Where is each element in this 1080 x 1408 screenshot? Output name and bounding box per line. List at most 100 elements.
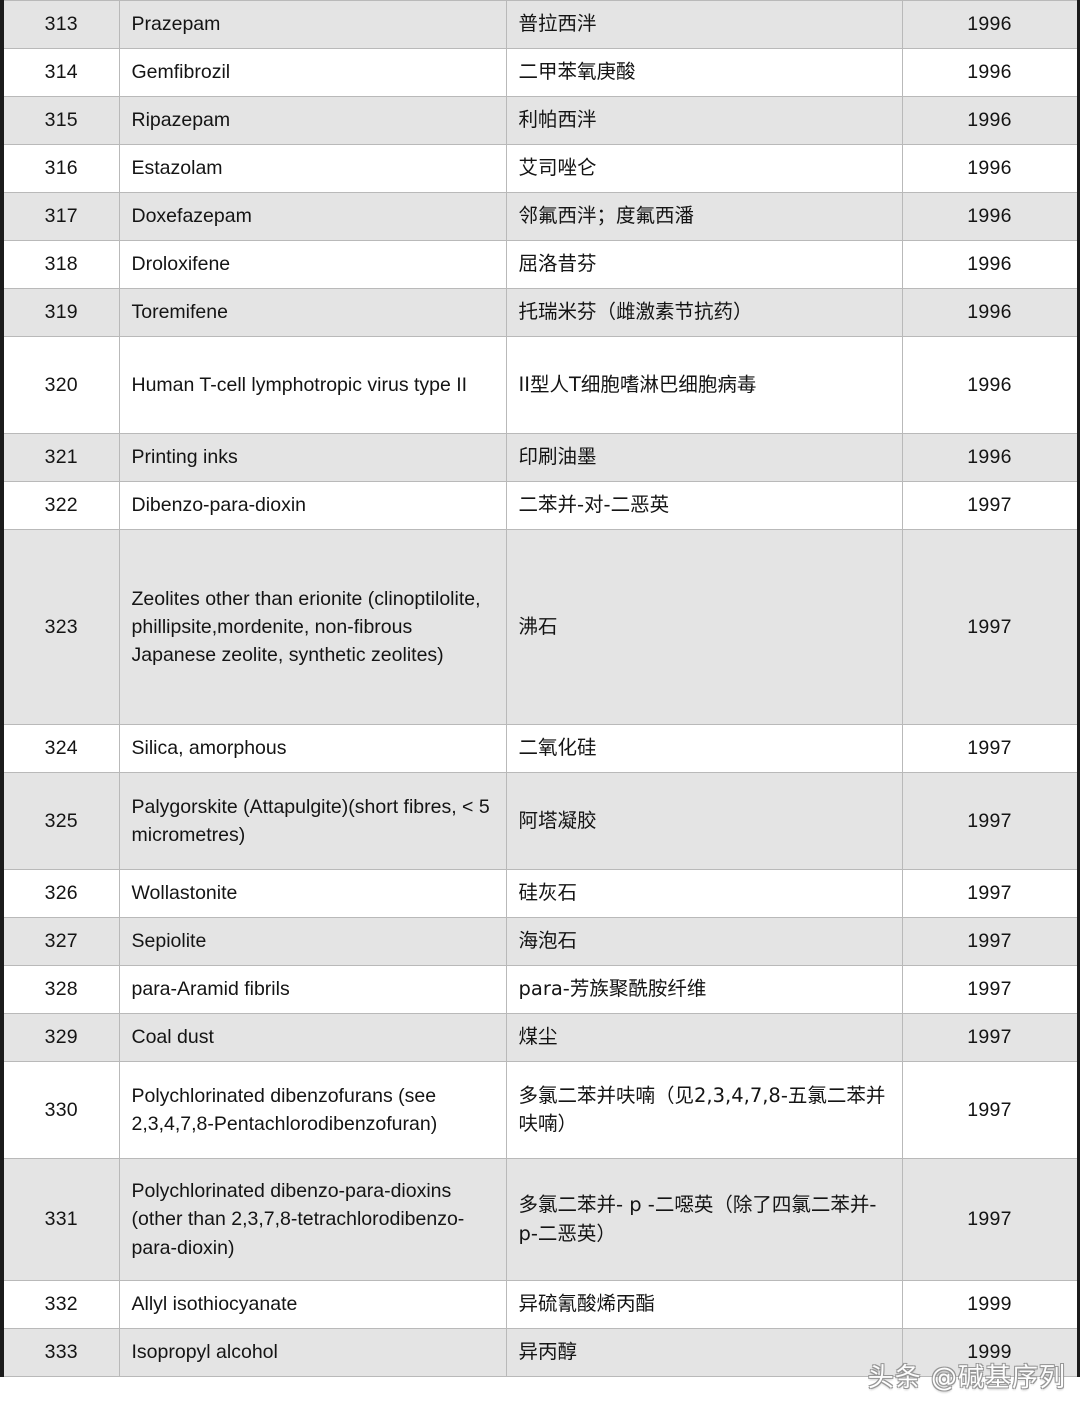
cell-name-en: Estazolam (118, 144, 507, 193)
cell-year: 1997 (901, 965, 1079, 1014)
cell-year: 1997 (901, 917, 1079, 966)
cell-name-zh: 二氧化硅 (505, 724, 903, 773)
table-row: 330 Polychlorinated dibenzofurans (see 2,… (1, 1061, 1079, 1159)
cell-year: 1997 (901, 529, 1079, 725)
cell-name-zh: 利帕西泮 (505, 96, 903, 145)
table-row: 313 Prazepam 普拉西泮 1996 (1, 0, 1079, 49)
cell-number: 333 (1, 1328, 120, 1377)
cell-name-zh: 托瑞米芬（雌激素节抗药） (505, 288, 903, 337)
table-row: 315 Ripazepam 利帕西泮 1996 (1, 96, 1079, 145)
carcinogen-listing-table: 313 Prazepam 普拉西泮 1996 314 Gemfibrozil 二甲苯氧庚酸 1… (0, 0, 1080, 1377)
cell-name-zh: 海泡石 (505, 917, 903, 966)
cell-name-en: Human T-cell lymphotropic virus type II (118, 336, 507, 434)
cell-name-en: Wollastonite (118, 869, 507, 918)
cell-number: 323 (1, 529, 120, 725)
table-row: 314 Gemfibrozil 二甲苯氧庚酸 1996 (1, 48, 1079, 97)
cell-name-zh: 屈洛昔芬 (505, 240, 903, 289)
table-row: 331 Polychlorinated dibenzo-para-dioxins … (1, 1158, 1079, 1281)
cell-year: 1996 (901, 96, 1079, 145)
cell-year: 1997 (901, 1061, 1079, 1159)
cell-number: 329 (1, 1013, 120, 1062)
table-row: 325 Palygorskite (Attapulgite)(short fibr… (1, 772, 1079, 870)
cell-number: 321 (1, 433, 120, 482)
cell-name-zh: para-芳族聚酰胺纤维 (505, 965, 903, 1014)
cell-year: 1996 (901, 240, 1079, 289)
cell-year: 1997 (901, 1013, 1079, 1062)
cell-number: 330 (1, 1061, 120, 1159)
cell-year: 1997 (901, 724, 1079, 773)
table-row: 326 Wollastonite 硅灰石 1997 (1, 869, 1079, 918)
cell-year: 1999 (901, 1328, 1079, 1377)
cell-name-zh: 邻氟西泮；度氟西潘 (505, 192, 903, 241)
cell-number: 315 (1, 96, 120, 145)
table-row: 317 Doxefazepam 邻氟西泮；度氟西潘 1996 (1, 192, 1079, 241)
cell-number: 320 (1, 336, 120, 434)
table-body: 313 Prazepam 普拉西泮 1996 314 Gemfibrozil 二甲苯氧庚酸 1… (1, 0, 1079, 1377)
table-row: 327 Sepiolite 海泡石 1997 (1, 917, 1079, 966)
cell-name-en: Prazepam (118, 0, 507, 49)
cell-year: 1997 (901, 1158, 1079, 1281)
cell-name-zh: 普拉西泮 (505, 0, 903, 49)
cell-name-zh: 异丙醇 (505, 1328, 903, 1377)
cell-number: 322 (1, 481, 120, 530)
cell-year: 1997 (901, 772, 1079, 870)
cell-name-en: Droloxifene (118, 240, 507, 289)
cell-number: 317 (1, 192, 120, 241)
cell-year: 1996 (901, 288, 1079, 337)
table-row: 328 para-Aramid fibrils para-芳族聚酰胺纤维 1997 (1, 965, 1079, 1014)
cell-number: 316 (1, 144, 120, 193)
table-row: 318 Droloxifene 屈洛昔芬 1996 (1, 240, 1079, 289)
cell-name-en: Gemfibrozil (118, 48, 507, 97)
cell-name-en: Sepiolite (118, 917, 507, 966)
cell-name-en: Printing inks (118, 433, 507, 482)
table-row: 333 Isopropyl alcohol 异丙醇 1999 (1, 1328, 1079, 1377)
cell-year: 1999 (901, 1280, 1079, 1329)
cell-number: 331 (1, 1158, 120, 1281)
cell-year: 1997 (901, 481, 1079, 530)
cell-number: 326 (1, 869, 120, 918)
table-row: 332 Allyl isothiocyanate 异硫氰酸烯丙酯 1999 (1, 1280, 1079, 1329)
cell-year: 1996 (901, 144, 1079, 193)
cell-name-zh: II型人T细胞嗜淋巴细胞病毒 (505, 336, 903, 434)
table-row: 329 Coal dust 煤尘 1997 (1, 1013, 1079, 1062)
cell-number: 319 (1, 288, 120, 337)
cell-number: 314 (1, 48, 120, 97)
cell-name-en: Ripazepam (118, 96, 507, 145)
cell-number: 328 (1, 965, 120, 1014)
cell-year: 1997 (901, 869, 1079, 918)
cell-name-en: Toremifene (118, 288, 507, 337)
cell-name-zh: 多氯二苯并呋喃（见2,3,4,7,8-五氯二苯并呋喃） (505, 1061, 903, 1159)
cell-name-en: Doxefazepam (118, 192, 507, 241)
cell-name-zh: 印刷油墨 (505, 433, 903, 482)
table-row: 321 Printing inks 印刷油墨 1996 (1, 433, 1079, 482)
cell-number: 318 (1, 240, 120, 289)
cell-name-en: para-Aramid fibrils (118, 965, 507, 1014)
cell-number: 324 (1, 724, 120, 773)
cell-year: 1996 (901, 433, 1079, 482)
table-row: 316 Estazolam 艾司唑仑 1996 (1, 144, 1079, 193)
cell-year: 1996 (901, 336, 1079, 434)
cell-number: 332 (1, 1280, 120, 1329)
cell-name-zh: 煤尘 (505, 1013, 903, 1062)
cell-name-zh: 多氯二苯并- p -二噁英（除了四氯二苯并-p-二恶英） (505, 1158, 903, 1281)
cell-name-zh: 异硫氰酸烯丙酯 (505, 1280, 903, 1329)
cell-name-en: Allyl isothiocyanate (118, 1280, 507, 1329)
cell-number: 325 (1, 772, 120, 870)
cell-number: 313 (1, 0, 120, 49)
cell-name-zh: 艾司唑仑 (505, 144, 903, 193)
cell-name-en: Dibenzo-para-dioxin (118, 481, 507, 530)
cell-name-zh: 沸石 (505, 529, 903, 725)
cell-name-zh: 二甲苯氧庚酸 (505, 48, 903, 97)
table-row: 323 Zeolites other than erionite (clinopt… (1, 529, 1079, 725)
cell-name-en: Coal dust (118, 1013, 507, 1062)
table-row: 320 Human T-cell lymphotropic virus type … (1, 336, 1079, 434)
cell-name-en: Zeolites other than erionite (clinoptilo… (118, 529, 507, 725)
cell-year: 1996 (901, 192, 1079, 241)
cell-year: 1996 (901, 0, 1079, 49)
cell-name-en: Silica, amorphous (118, 724, 507, 773)
cell-year: 1996 (901, 48, 1079, 97)
cell-name-zh: 阿塔凝胶 (505, 772, 903, 870)
table-row: 322 Dibenzo-para-dioxin 二苯并-对-二恶英 1997 (1, 481, 1079, 530)
cell-name-en: Isopropyl alcohol (118, 1328, 507, 1377)
